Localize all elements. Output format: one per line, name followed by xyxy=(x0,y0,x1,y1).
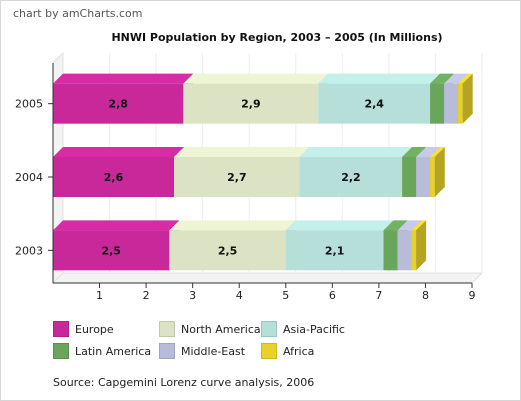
bar-top-face xyxy=(169,220,296,231)
bar-side-face xyxy=(462,73,473,124)
bar-top-face xyxy=(174,147,310,157)
bar-segment xyxy=(430,147,445,197)
legend-label: Middle-East xyxy=(181,344,246,358)
category-tick-label: 2005 xyxy=(15,98,43,111)
legend-label: Latin America xyxy=(75,344,152,358)
data-label: 2,1 xyxy=(325,244,345,257)
bar-front-face xyxy=(169,230,286,271)
bar-top-face xyxy=(53,220,180,231)
legend-label: Asia-Pacific xyxy=(283,322,345,336)
data-label: 2,9 xyxy=(241,98,261,111)
legend-swatch xyxy=(53,343,69,359)
bar-front-face xyxy=(285,230,384,271)
data-label: 2,4 xyxy=(364,98,384,111)
data-label: 2,5 xyxy=(101,244,121,257)
legend-item[interactable]: North America xyxy=(159,319,261,339)
data-label: 2,8 xyxy=(108,98,128,111)
legend-item[interactable]: Africa xyxy=(261,341,314,361)
bar-front-face xyxy=(53,157,175,197)
bar-segment xyxy=(458,73,473,124)
bar-front-face xyxy=(183,83,319,124)
data-label: 2,7 xyxy=(227,171,247,184)
legend-item[interactable]: Europe xyxy=(53,319,114,339)
bar-segment xyxy=(169,220,296,271)
x-tick-label: 6 xyxy=(329,289,336,302)
bar-top-face xyxy=(458,73,473,84)
chart-plot: HNWI Population by Region, 2003 – 2005 (… xyxy=(15,31,484,302)
legend-swatch xyxy=(261,321,277,337)
bar-front-face xyxy=(430,157,435,197)
source-note: Source: Capgemini Lorenz curve analysis,… xyxy=(53,376,315,389)
bar-top-face xyxy=(53,73,194,84)
bar-top-face xyxy=(397,220,422,231)
bar-top-face xyxy=(285,220,394,231)
x-tick-label: 2 xyxy=(143,289,150,302)
x-tick-label: 4 xyxy=(236,289,243,302)
bar-front-face xyxy=(174,157,300,197)
legend-item[interactable]: Asia-Pacific xyxy=(261,319,345,339)
x-tick-label: 8 xyxy=(422,289,429,302)
legend-item[interactable]: Latin America xyxy=(53,341,151,361)
axis-layer: 2005 2004 2003 1 2 3 4 5 6 7 8 9 xyxy=(15,63,476,302)
legend-label: Africa xyxy=(283,344,315,358)
legend-item[interactable]: Middle-East xyxy=(159,341,245,361)
legend-label: Europe xyxy=(75,322,114,336)
bar-top-face xyxy=(430,73,455,84)
data-label: 2,2 xyxy=(341,171,361,184)
bar-front-face xyxy=(402,157,417,197)
bar-top-face xyxy=(53,147,185,157)
bar-front-face xyxy=(53,83,184,124)
bar-front-face xyxy=(416,157,431,197)
bar-top-face xyxy=(383,220,408,231)
bar-segment xyxy=(411,220,427,271)
bar-top-face xyxy=(411,220,427,231)
bar-side-face xyxy=(434,147,445,197)
bar-top-face xyxy=(430,147,445,157)
x-tick-label: 5 xyxy=(282,289,289,302)
bar-top-face xyxy=(444,73,469,84)
bar-front-face xyxy=(444,83,459,124)
data-label: 2,5 xyxy=(218,244,238,257)
bar-top-face xyxy=(318,73,441,84)
x-tick-label: 7 xyxy=(375,289,382,302)
x-tick-label: 3 xyxy=(189,289,196,302)
bar-front-face xyxy=(53,230,170,271)
bar-top-face xyxy=(402,147,427,157)
bar-front-face xyxy=(458,83,463,124)
amcharts-credit-link[interactable]: chart by amCharts.com xyxy=(13,7,143,20)
category-tick-label: 2004 xyxy=(15,171,43,184)
bars-layer: 2,8 2,9 2,4 2,6 2,7 2,2 2,5 2,5 2,1 xyxy=(53,73,473,271)
legend-swatch xyxy=(159,343,175,359)
bar-front-face xyxy=(383,230,398,271)
bar-front-face xyxy=(397,230,412,271)
bar-front-face xyxy=(411,230,417,271)
legend-swatch xyxy=(53,321,69,337)
bar-segment xyxy=(299,147,413,197)
category-tick-label: 2003 xyxy=(15,244,43,257)
legend-swatch xyxy=(159,321,175,337)
legend-label: North America xyxy=(181,322,261,336)
bar-front-face xyxy=(299,157,403,197)
bar-front-face xyxy=(430,83,445,124)
bar-side-face xyxy=(416,220,427,271)
bar-top-face xyxy=(183,73,329,84)
legend-swatch xyxy=(261,343,277,359)
data-label: 2,6 xyxy=(104,171,124,184)
chart-title: HNWI Population by Region, 2003 – 2005 (… xyxy=(111,31,442,44)
bar-top-face xyxy=(299,147,413,157)
x-tick-label: 1 xyxy=(96,289,103,302)
chart-legend: Europe North America Asia-Pacific Latin Ame… xyxy=(53,319,493,363)
bar-top-face xyxy=(416,147,441,157)
bar-front-face xyxy=(318,83,431,124)
x-tick-label: 9 xyxy=(469,289,476,302)
floor xyxy=(51,272,484,284)
bar-segment xyxy=(53,220,180,271)
